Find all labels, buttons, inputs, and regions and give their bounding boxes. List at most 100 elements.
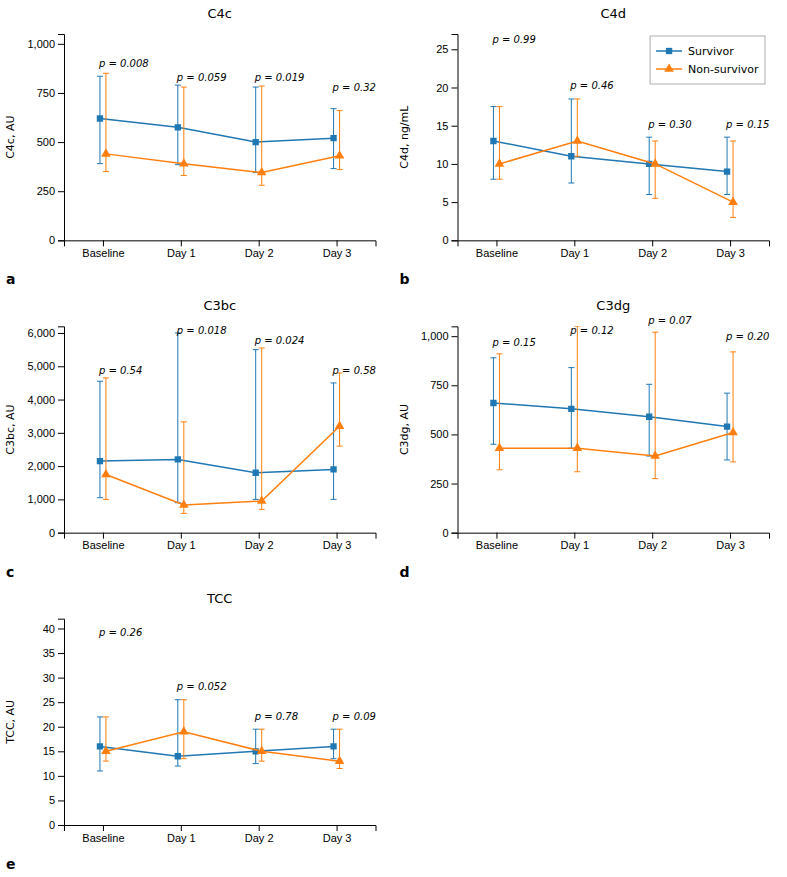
y-tick: 5 <box>49 794 64 806</box>
x-tick-mark <box>181 240 182 246</box>
error-bar <box>331 383 337 499</box>
x-tick-label: Day 3 <box>323 247 352 259</box>
y-tick-label: 5 <box>442 196 448 208</box>
y-tick-label: 0 <box>49 819 55 831</box>
series-line <box>100 118 334 142</box>
x-tick-mark <box>337 240 338 246</box>
marker <box>97 458 103 464</box>
y-tick-label: 1,000 <box>421 330 449 342</box>
marker <box>179 726 189 734</box>
y-tick-label: 3,000 <box>27 427 55 439</box>
x-tick-mark <box>259 533 260 539</box>
y-tick-label: 2,000 <box>27 460 55 472</box>
y-tick-label: 0 <box>49 527 55 539</box>
error-bar <box>496 354 502 470</box>
y-tick-label: 40 <box>43 623 55 635</box>
series <box>495 99 738 217</box>
annotation: p = 0.15 <box>491 337 535 348</box>
y-tick-label: 750 <box>430 379 448 391</box>
legend-marker <box>664 63 674 71</box>
x-tick-label: Baseline <box>82 539 124 551</box>
y-tick: 0 <box>442 527 457 539</box>
marker <box>490 400 496 406</box>
y-tick: 750 <box>430 379 457 391</box>
error-bar <box>97 76 103 163</box>
y-axis-line <box>58 619 65 825</box>
annotation: p = 0.46 <box>569 80 613 91</box>
y-axis: 02505007501,000 <box>27 35 64 247</box>
y-tick: 5,000 <box>27 360 64 372</box>
y-tick-label: 1,000 <box>27 493 55 505</box>
marker <box>101 746 111 754</box>
figure: 0 25 0 5 0 0 750 1,000 Baseline Day 1 Day 2 Day 3 p … <box>0 0 787 877</box>
y-tick: 10 <box>43 770 64 782</box>
x-tick: Day 3 <box>323 533 352 552</box>
error-bar <box>724 137 730 194</box>
annotation: p = 0.09 <box>332 711 376 722</box>
y-tick: 1,000 <box>27 38 64 50</box>
y-tick-mark <box>58 499 64 500</box>
x-tick: Day 2 <box>245 240 274 259</box>
y-tick-label: 35 <box>43 647 55 659</box>
marker <box>101 148 111 156</box>
y-axis: 01,0002,0003,0004,0005,0006,000 <box>27 327 64 539</box>
x-tick: Day 1 <box>167 825 196 844</box>
y-tick-mark <box>58 727 64 728</box>
y-tick-label: 15 <box>436 120 448 132</box>
error-bar <box>97 381 103 497</box>
error-bar <box>496 107 502 180</box>
marker <box>253 139 259 145</box>
y-tick: 40 <box>43 623 64 635</box>
series <box>97 700 337 771</box>
x-axis-line <box>65 241 377 247</box>
x-tick-label: Day 3 <box>716 247 745 259</box>
error-bar <box>574 99 580 156</box>
x-tick-label: Day 1 <box>167 247 196 259</box>
error-bar <box>259 348 265 509</box>
y-tick: 25 <box>436 43 457 55</box>
y-tick-mark <box>58 400 64 401</box>
y-tick-mark <box>452 49 458 50</box>
series <box>101 700 344 769</box>
series-line <box>493 403 727 427</box>
annotation: p = 0.018 <box>176 325 227 336</box>
series-line <box>100 746 334 756</box>
x-tick-label: Baseline <box>476 247 518 259</box>
y-tick-mark <box>58 433 64 434</box>
plot-area <box>490 99 738 217</box>
y-tick: 1,000 <box>421 330 458 342</box>
x-axis-line <box>65 826 377 832</box>
y-axis: 0510152025 <box>436 35 458 247</box>
series-line <box>106 426 340 505</box>
panel: 02505007501,000BaselineDay 1Day 2Day 3p … <box>4 6 376 287</box>
y-tick-mark <box>452 434 458 435</box>
y-tick: 750 <box>37 87 64 99</box>
series-line <box>499 432 733 456</box>
marker <box>175 456 181 462</box>
annotation: p = 0.54 <box>98 365 142 376</box>
annotation: p = 0.26 <box>98 627 142 638</box>
x-axis: BaselineDay 1Day 2Day 3 <box>65 240 377 259</box>
y-axis-title: C3dg, AU <box>398 404 411 455</box>
x-tick-mark <box>730 533 731 539</box>
x-tick-mark <box>337 825 338 831</box>
y-tick-label: 30 <box>43 672 55 684</box>
annotation: p = 0.15 <box>725 119 769 130</box>
y-tick-label: 4,000 <box>27 394 55 406</box>
y-tick-label: 10 <box>43 770 55 782</box>
error-bar <box>490 358 496 444</box>
y-tick: 0 <box>49 234 64 246</box>
panel: 01,0002,0003,0004,0005,0006,000BaselineD… <box>4 298 376 579</box>
marker <box>573 443 583 451</box>
y-tick-mark <box>58 776 64 777</box>
x-tick: Day 1 <box>560 533 589 552</box>
legend-label: Non-survivor <box>688 63 759 76</box>
y-axis-line <box>452 327 459 533</box>
y-tick-mark <box>452 87 458 88</box>
series <box>495 326 738 478</box>
marker <box>175 124 181 130</box>
plot-area <box>97 333 345 513</box>
x-tick: Day 3 <box>716 240 745 259</box>
x-tick: Day 1 <box>560 240 589 259</box>
y-tick-mark <box>58 533 64 534</box>
